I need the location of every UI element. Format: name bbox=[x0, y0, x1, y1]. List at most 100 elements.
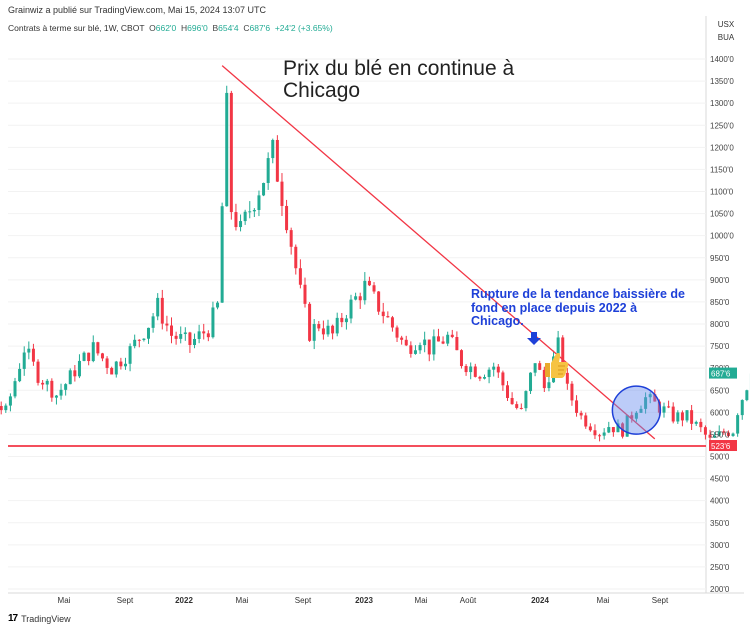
candle-body bbox=[303, 284, 307, 304]
y-tick-label: 650'0 bbox=[710, 386, 730, 395]
candle bbox=[243, 209, 247, 225]
candle bbox=[736, 413, 740, 437]
candle-body bbox=[354, 296, 358, 300]
candle-body bbox=[220, 206, 224, 303]
candle-body bbox=[289, 230, 293, 247]
candle bbox=[100, 352, 104, 362]
candle bbox=[584, 412, 588, 429]
candle-body bbox=[82, 352, 86, 361]
candle bbox=[216, 301, 220, 310]
candle bbox=[639, 405, 643, 413]
candle bbox=[377, 291, 381, 315]
candle bbox=[372, 282, 376, 294]
y-tick-label: 800'0 bbox=[710, 320, 730, 329]
candle bbox=[193, 333, 197, 349]
candle-body bbox=[326, 325, 330, 335]
candle-body bbox=[423, 339, 427, 346]
candle-body bbox=[501, 372, 505, 386]
y-tick-label: 900'0 bbox=[710, 276, 730, 285]
candle-body bbox=[262, 182, 266, 196]
candle-body bbox=[344, 318, 348, 323]
candle-body bbox=[202, 331, 206, 334]
low-label: B bbox=[212, 23, 219, 33]
candle-body bbox=[717, 431, 721, 436]
y-tick-label: 1150'0 bbox=[710, 165, 734, 174]
candle bbox=[298, 259, 302, 289]
chart-title: Prix du blé en continue à Chicago bbox=[283, 57, 515, 102]
time-axis[interactable]: Mai Sept 2022 Mai Sept 2023 Mai Août 2024 Mai Sept bbox=[58, 596, 669, 605]
candle bbox=[151, 313, 155, 333]
candle-body bbox=[151, 316, 155, 328]
x-tick-label: Août bbox=[460, 596, 477, 605]
candle bbox=[160, 289, 164, 330]
candle-body bbox=[41, 382, 45, 385]
candle-body bbox=[676, 412, 680, 422]
candle bbox=[239, 214, 243, 232]
y-tick-label: 1050'0 bbox=[710, 210, 734, 219]
candle bbox=[726, 430, 730, 438]
currency-box[interactable]: USX BUA bbox=[708, 18, 744, 44]
chart-lines bbox=[8, 65, 706, 447]
candle bbox=[22, 346, 26, 376]
price-axis[interactable]: 200'0 250'0 300'0 350'0 400'0 450'0 500'0 550'0… bbox=[709, 55, 737, 594]
candle-body bbox=[404, 339, 408, 346]
candle-body bbox=[312, 324, 316, 341]
candle-body bbox=[211, 307, 215, 338]
candle-body bbox=[160, 297, 164, 324]
candle-body bbox=[418, 345, 422, 351]
candle-body bbox=[243, 211, 247, 222]
candle-body bbox=[50, 380, 54, 398]
candle bbox=[188, 331, 192, 353]
candle-body bbox=[257, 195, 261, 210]
candle bbox=[634, 411, 638, 422]
candle bbox=[225, 85, 229, 207]
candle bbox=[257, 190, 261, 217]
candle-body bbox=[616, 423, 620, 433]
y-tick-label: 1350'0 bbox=[710, 77, 734, 86]
candle bbox=[464, 364, 468, 376]
candle-body bbox=[662, 406, 666, 413]
candle-body bbox=[395, 327, 399, 338]
candle-body bbox=[45, 380, 49, 385]
candle-body bbox=[22, 352, 26, 369]
candle bbox=[400, 335, 404, 345]
candle bbox=[170, 317, 174, 344]
candle-body bbox=[266, 158, 270, 183]
candle-body bbox=[657, 401, 661, 413]
symbol-ohlc-line: Contrats à terme sur blé, 1W, CBOT O662'… bbox=[8, 23, 333, 33]
candle-body bbox=[0, 406, 3, 411]
candle bbox=[542, 366, 546, 392]
candle bbox=[722, 428, 726, 435]
candle bbox=[294, 244, 298, 275]
candle bbox=[418, 342, 422, 354]
candle bbox=[482, 374, 486, 380]
downtrend-line bbox=[221, 65, 656, 440]
tradingview-logo[interactable]: 17 bbox=[8, 613, 18, 624]
candle bbox=[607, 421, 611, 434]
candle-body bbox=[280, 181, 284, 206]
candle-body bbox=[694, 421, 698, 424]
x-tick-label: Mai bbox=[58, 596, 71, 605]
candle-body bbox=[436, 336, 440, 342]
candle bbox=[321, 320, 325, 340]
candle-body bbox=[469, 366, 473, 373]
candle bbox=[64, 383, 68, 396]
candle-body bbox=[73, 370, 77, 377]
price-label-box bbox=[709, 440, 737, 452]
y-tick-label: 1200'0 bbox=[710, 143, 734, 152]
candle-body bbox=[611, 427, 615, 433]
candle bbox=[18, 363, 22, 383]
candle-body bbox=[197, 331, 201, 339]
candle bbox=[547, 376, 551, 392]
candle bbox=[593, 424, 597, 440]
candle bbox=[501, 370, 505, 391]
candle-body bbox=[114, 361, 118, 375]
y-tick-label: 1300'0 bbox=[710, 99, 734, 108]
candle-body bbox=[390, 317, 394, 328]
candle bbox=[317, 320, 321, 332]
candle bbox=[538, 360, 542, 371]
candle bbox=[77, 354, 81, 379]
candle-body bbox=[464, 366, 468, 373]
tradingview-brand[interactable]: TradingView bbox=[21, 613, 71, 624]
